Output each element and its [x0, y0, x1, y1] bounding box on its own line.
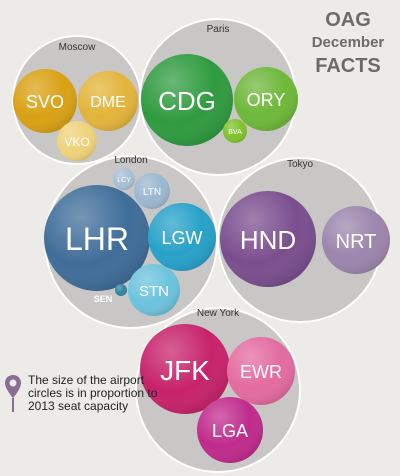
airport-code: LCY [117, 177, 131, 184]
airport-code: JFK [160, 355, 210, 386]
city-new-york: New York JFK EWR LGA [135, 307, 301, 473]
footnote: The size of the airport circles is in pr… [28, 373, 158, 413]
airport-bva: BVA [223, 119, 247, 143]
airport-code: SVO [26, 92, 64, 112]
bubble-shine [227, 337, 295, 405]
airport-code: BVA [228, 129, 242, 136]
bubble-shine [78, 71, 138, 131]
airport-code: EWR [240, 362, 282, 382]
city-label: New York [197, 308, 240, 319]
airport-code: SEN [94, 294, 113, 304]
airport-code: LGA [212, 421, 248, 441]
airport-code: ORY [247, 90, 286, 110]
airport-jfk: JFK [140, 324, 230, 414]
airport-ewr: EWR [227, 337, 295, 405]
city-paris: Paris CDG ORY BVA [139, 18, 298, 176]
airport-dme: DME [78, 71, 138, 131]
city-label: Paris [207, 24, 230, 35]
airport-nrt: NRT [322, 206, 390, 274]
airport-cdg: CDG [141, 54, 233, 146]
airport-code: STN [139, 283, 169, 300]
bubble-shine [223, 119, 247, 143]
city-label: London [114, 155, 147, 166]
airport-code: HND [240, 225, 296, 255]
airport-lcy: LCY [113, 168, 135, 190]
city-label: Moscow [59, 42, 96, 53]
airport-ltn: LTN [134, 173, 170, 209]
bubble-shine [44, 185, 150, 291]
title-block: OAG December FACTS [300, 8, 396, 78]
airport-code: VKO [64, 135, 89, 149]
bubble-shine [322, 206, 390, 274]
airport-code: NRT [336, 231, 377, 253]
airport-hnd: HND [220, 191, 316, 287]
bubble-shine [57, 121, 97, 161]
city-tokyo: Tokyo HND NRT [217, 157, 390, 323]
airport-lgw: LGW [148, 203, 216, 271]
city-label: Tokyo [287, 159, 314, 170]
bubble-shine [141, 54, 233, 146]
bubble-shine [113, 168, 135, 190]
title-line-2: December [311, 34, 385, 51]
city-moscow: Moscow SVO DME VKO [12, 35, 142, 165]
airport-ory: ORY [234, 67, 298, 131]
airport-code: CDG [158, 86, 216, 116]
airport-lga: LGA [197, 397, 263, 463]
city-london: London LHR LGW LTN LCY STN SEN [44, 155, 218, 329]
airport-code: LGW [161, 228, 202, 248]
airport-sen: SEN [94, 284, 127, 304]
airport-vko: VKO [57, 121, 97, 161]
airport-code: DME [90, 94, 126, 111]
airport-svo: SVO [13, 69, 77, 133]
title-line-3: FACTS [315, 55, 381, 77]
bubble-shine [115, 284, 127, 296]
bubble-shine [148, 203, 216, 271]
bubble-shine [128, 264, 180, 316]
bubble-shine [13, 69, 77, 133]
bubble-shine [134, 173, 170, 209]
title-line-1: OAG [325, 9, 371, 31]
bubble-shine [220, 191, 316, 287]
map-pin-icon [5, 375, 21, 412]
bubble-shine [197, 397, 263, 463]
bubble-shine [140, 324, 230, 414]
airport-lhr: LHR [44, 185, 150, 291]
airport-stn: STN [128, 264, 180, 316]
airport-code: LHR [65, 221, 129, 257]
airport-code: LTN [143, 187, 161, 198]
bubble-shine [234, 67, 298, 131]
